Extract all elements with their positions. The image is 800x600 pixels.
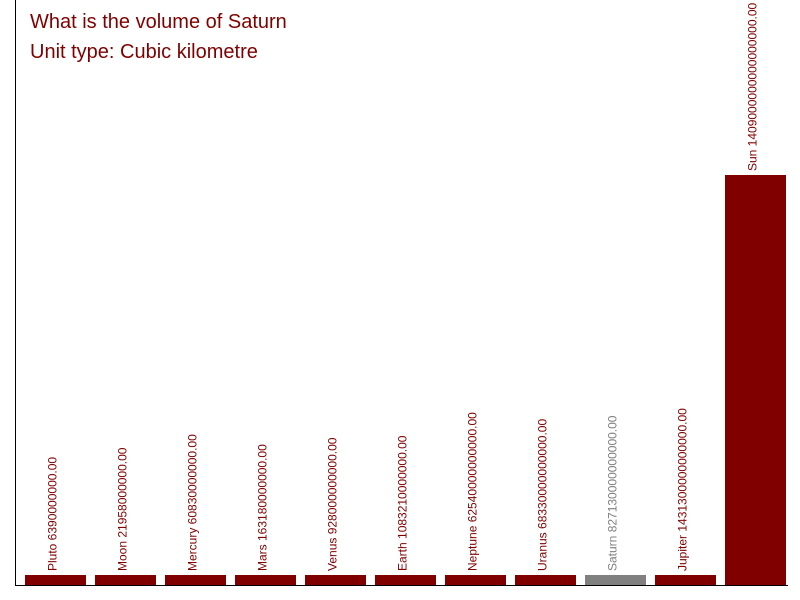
bar-saturn	[585, 575, 646, 585]
bar-label-mercury: Mercury 60830000000.00	[186, 434, 200, 571]
bar-earth	[375, 575, 436, 585]
bar-label-saturn: Saturn 827130000000000.00	[606, 415, 620, 571]
bar-uranus	[515, 575, 576, 585]
bar-moon	[95, 575, 156, 585]
bar-label-venus: Venus 928000000000.00	[326, 437, 340, 571]
bar-venus	[305, 575, 366, 585]
bar-label-moon: Moon 21958000000.00	[116, 447, 130, 571]
bars-group	[25, 175, 786, 585]
bar-labels-group: Pluto 6390000000.00 Moon 21958000000.00 Me…	[46, 3, 760, 571]
chart-subtitle: Unit type: Cubic kilometre	[30, 41, 258, 63]
bar-label-mars: Mars 163180000000.00	[256, 444, 270, 571]
bar-label-earth: Earth 1083210000000.00	[396, 435, 410, 571]
bar-label-jupiter: Jupiter 1431300000000000.00	[676, 408, 690, 571]
bar-label-sun: Sun 1409000000000000000.00	[746, 3, 760, 171]
bar-neptune	[445, 575, 506, 585]
bar-label-uranus: Uranus 68330000000000.00	[536, 419, 550, 571]
bar-label-pluto: Pluto 6390000000.00	[46, 457, 60, 571]
chart-title: What is the volume of Saturn	[30, 11, 287, 33]
bar-mars	[235, 575, 296, 585]
bar-label-neptune: Neptune 62540000000000.00	[466, 412, 480, 571]
bar-mercury	[165, 575, 226, 585]
bar-jupiter	[655, 575, 716, 585]
bar-pluto	[25, 575, 86, 585]
bar-sun	[725, 175, 786, 585]
